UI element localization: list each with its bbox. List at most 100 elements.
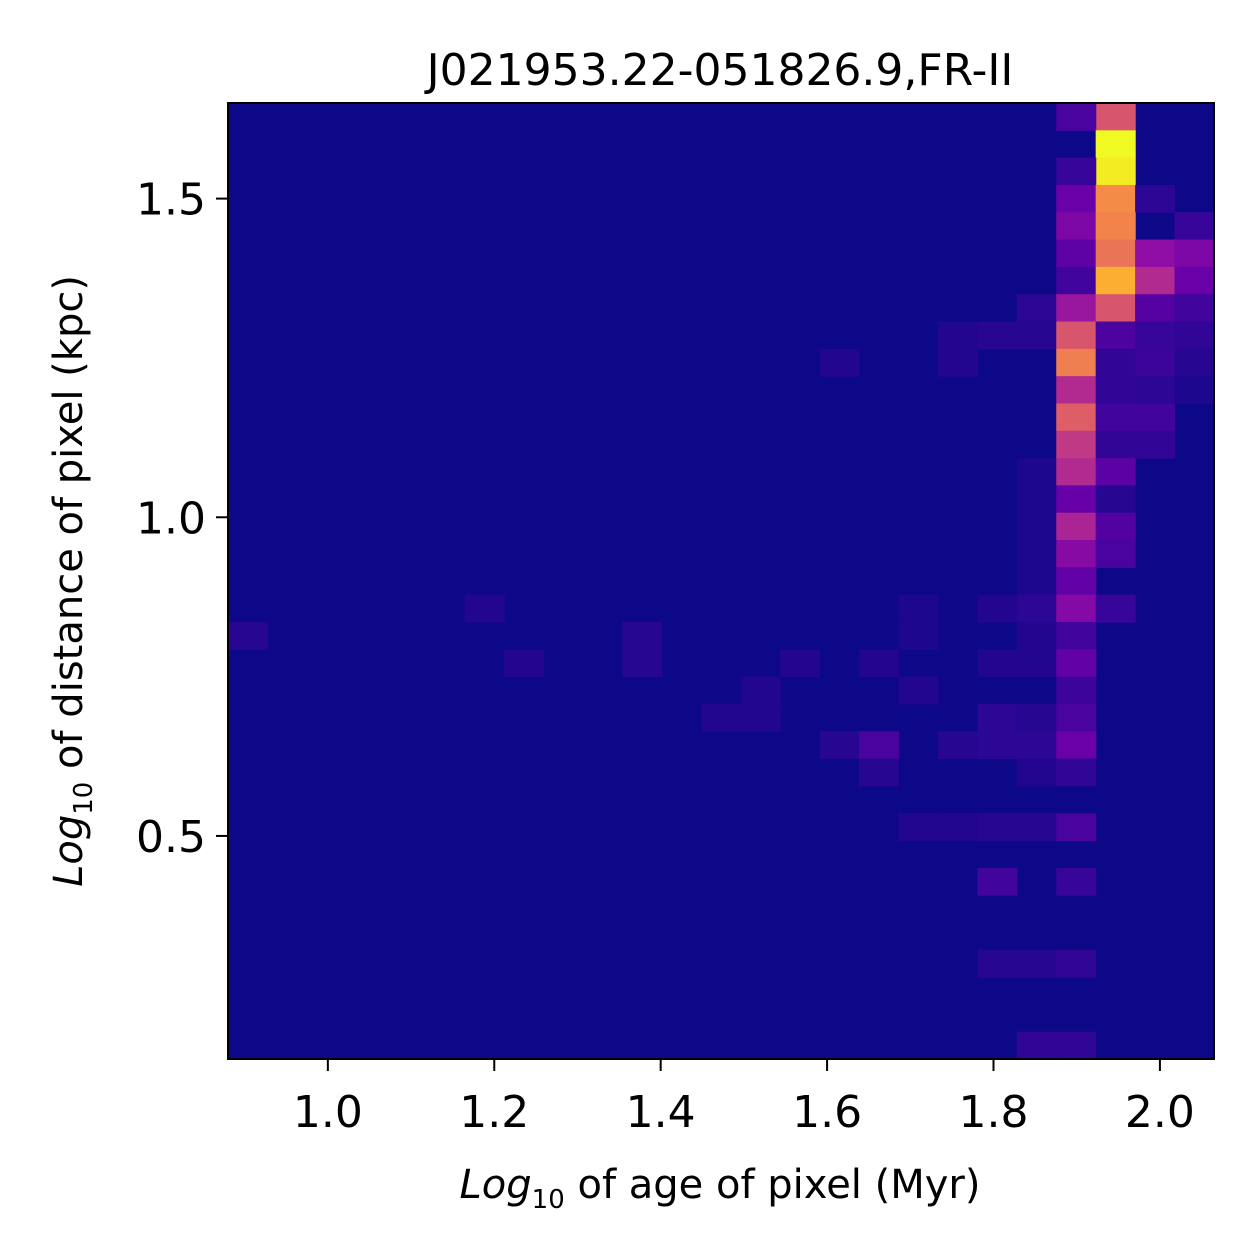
heatmap-cell [1016, 621, 1057, 650]
heatmap-cell [1056, 512, 1097, 541]
heatmap-cell [1174, 212, 1215, 241]
y-tick-label: 1.0 [136, 493, 206, 544]
heatmap-cell [1135, 294, 1176, 323]
heatmap-cell [1095, 512, 1136, 541]
heatmap-cell [937, 813, 978, 842]
heatmap-cell [1135, 376, 1176, 405]
heatmap-cell [1056, 813, 1097, 842]
heatmap-cell [504, 649, 545, 678]
heatmap-cell [1056, 184, 1097, 213]
heatmap-cell [622, 621, 663, 650]
heatmap-cell [1056, 212, 1097, 241]
heatmap-cell [1174, 294, 1215, 323]
heatmap-cell [937, 348, 978, 377]
heatmap-cell [1056, 649, 1097, 678]
heatmap-cell [1095, 184, 1136, 213]
heatmap-cell [977, 949, 1018, 978]
heatmap-cell [819, 731, 860, 760]
heatmap-cell [1056, 348, 1097, 377]
heatmap-cell [1056, 430, 1097, 459]
heatmap-cell [1016, 294, 1057, 323]
heatmap-cell [1016, 649, 1057, 678]
heatmap-cell [1016, 949, 1057, 978]
heatmap-cell [1095, 485, 1136, 514]
heatmap-cell [1056, 703, 1097, 732]
heatmap-cell [977, 731, 1018, 760]
x-axis-label: Log10 of age of pixel (Myr) [460, 1162, 981, 1215]
heatmap-cells [228, 103, 1215, 1060]
x-tick-label: 1.6 [792, 1087, 862, 1138]
heatmap-cell [1095, 430, 1136, 459]
heatmap-cell [1095, 594, 1136, 623]
heatmap-cell [1095, 157, 1136, 186]
heatmap-cell [1016, 540, 1057, 568]
heatmap-cell [819, 348, 860, 377]
heatmap-cell [1095, 403, 1136, 432]
x-tick-label: 1.4 [626, 1087, 696, 1138]
heatmap-cell [977, 813, 1018, 842]
heatmap-cell [977, 703, 1018, 732]
heatmap-cell [1095, 321, 1136, 350]
heatmap-cell [464, 594, 505, 623]
heatmap-cell [859, 731, 900, 760]
heatmap-cell [859, 758, 900, 787]
heatmap-cell [1016, 1031, 1057, 1060]
heatmap-cell [1056, 458, 1097, 486]
heatmap-cell [1174, 376, 1215, 405]
heatmap-cell [1016, 758, 1057, 787]
heatmap-cell [740, 676, 781, 705]
heatmap-cell [1056, 403, 1097, 432]
heatmap-cell [977, 594, 1018, 623]
heatmap-cell [1174, 321, 1215, 350]
heatmap-cell [1056, 157, 1097, 186]
heatmap-cell [1016, 321, 1057, 350]
heatmap-cell [859, 649, 900, 678]
heatmap-cell [1174, 266, 1215, 295]
heatmap-cell [1056, 731, 1097, 760]
heatmap-cell [1056, 376, 1097, 405]
y-axis-label: Log10 of distance of pixel (kpc) [46, 275, 99, 887]
heatmap-cell [1016, 458, 1057, 486]
heatmap-cell [1056, 676, 1097, 705]
heatmap-cell [1135, 430, 1176, 459]
heatmap-cell [1135, 403, 1176, 432]
heatmap-cell [1056, 540, 1097, 568]
heatmap-cell [1016, 594, 1057, 623]
heatmap-cell [1016, 485, 1057, 514]
heatmap-cell [1135, 184, 1176, 213]
heatmap-cell [1056, 594, 1097, 623]
heatmap-cell [1016, 731, 1057, 760]
heatmap-cell [1174, 348, 1215, 377]
heatmap-cell [1056, 321, 1097, 350]
heatmap-cell [1016, 512, 1057, 541]
x-tick-label: 2.0 [1125, 1087, 1195, 1138]
x-tick-label: 1.0 [293, 1087, 363, 1138]
heatmap-cell [1056, 567, 1097, 596]
heatmap-cell [898, 594, 939, 623]
heatmap-cell [701, 703, 742, 732]
heatmap-cell [1056, 621, 1097, 650]
heatmap-cell [937, 731, 978, 760]
heatmap-cell [1095, 376, 1136, 405]
heatmap-cell [898, 621, 939, 650]
heatmap-cell [228, 621, 269, 650]
heatmap-cell [1056, 867, 1097, 896]
heatmap-cell [1135, 321, 1176, 350]
heatmap-cell [898, 813, 939, 842]
heatmap-cell [780, 649, 821, 678]
heatmap-cell [1056, 1031, 1097, 1060]
heatmap-cell [1056, 485, 1097, 514]
y-axis-ticks: 0.5 1.0 1.5 [136, 175, 228, 863]
heatmap-cell [1095, 103, 1136, 131]
heatmap-cell [1095, 212, 1136, 241]
heatmap-cell [1095, 266, 1136, 295]
heatmap-cell [1095, 458, 1136, 486]
heatmap-cell [1095, 348, 1136, 377]
heatmap-cell [937, 321, 978, 350]
heatmap-cell [1056, 239, 1097, 268]
heatmap-cell [1135, 239, 1176, 268]
heatmap-cell [1056, 266, 1097, 295]
heatmap-cell [977, 867, 1018, 896]
y-tick-label: 1.5 [136, 175, 206, 226]
heatmap-cell [1135, 348, 1176, 377]
